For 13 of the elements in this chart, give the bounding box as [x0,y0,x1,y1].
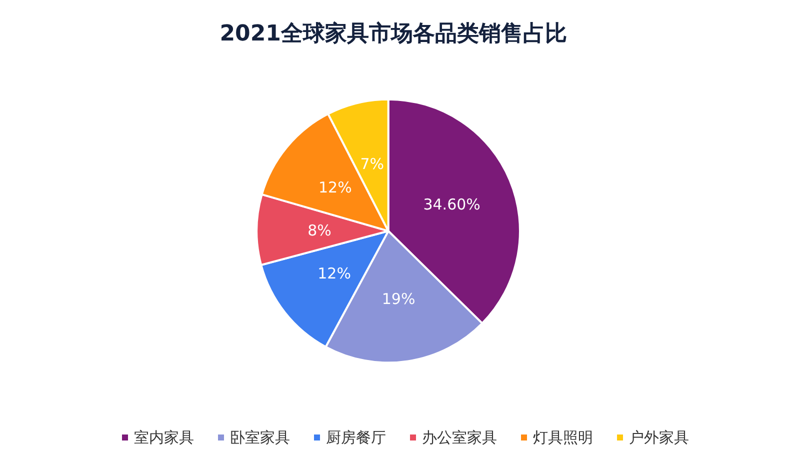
legend-label: 户外家具 [629,428,689,446]
chart-title: 2021全球家具市场各品类销售占比 [220,20,567,46]
data-label: 34.60% [423,195,480,214]
legend-label: 卧室家具 [230,428,290,446]
data-label: 12% [318,264,351,283]
legend-label: 厨房餐厅 [326,428,386,446]
legend-label: 室内家具 [134,428,194,446]
data-label: 12% [318,178,352,196]
data-label: 7% [360,155,384,174]
legend-label: 灯具照明 [533,428,593,446]
data-label: 8% [308,221,332,240]
data-label: 19% [382,290,416,308]
legend-label: 办公室家具 [422,428,497,446]
